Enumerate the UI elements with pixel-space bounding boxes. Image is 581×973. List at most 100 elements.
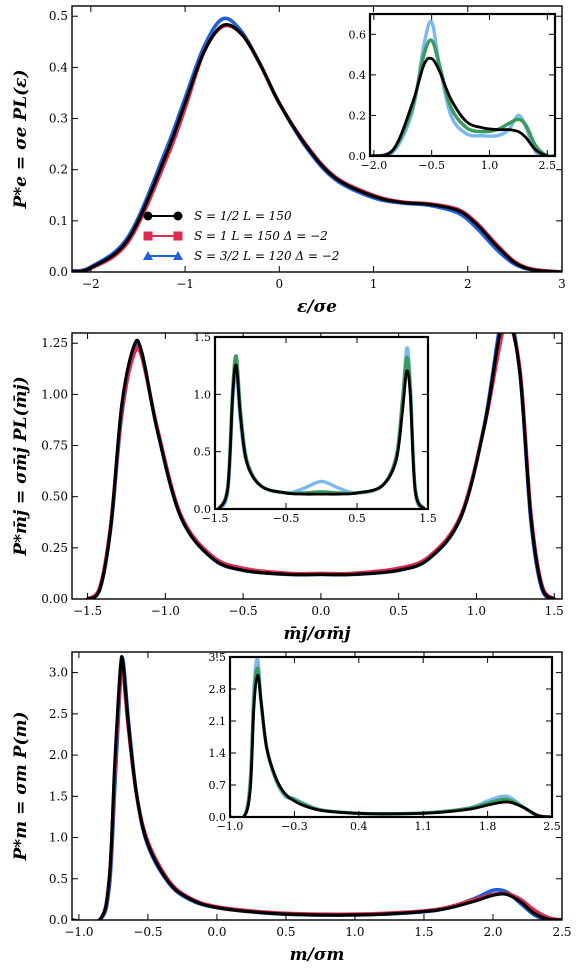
panel-x-tick-label: 1.0 (467, 604, 486, 618)
panel-frame (71, 651, 563, 921)
legend-circle-marker (173, 211, 183, 221)
inset-y-tick-label: 0.6 (349, 28, 367, 41)
legend-label: S = 3/2 L = 120 Δ = −2 (194, 249, 339, 263)
y-axis-label: P*m̄j = σm̄j PL(m̄j) (11, 376, 31, 556)
panel-series-group (72, 16, 562, 272)
panel-x-tick-label: 0.0 (207, 925, 226, 939)
inset-x-tick-label: 1.8 (479, 820, 497, 833)
panel-y-tick-label: 2.0 (49, 748, 68, 762)
panel-frame (71, 332, 563, 600)
panel-y-tick-label: 2.5 (49, 707, 68, 721)
inset-frame (228, 655, 554, 819)
panel-y-tick-label: 0.5 (49, 872, 68, 886)
panel-x-tick-label: 1.5 (414, 925, 433, 939)
panel-frame (71, 5, 563, 273)
inset-2: −1.5 −0.5 0.5 1.5 0.0 0.5 1.0 1.5 (194, 331, 437, 525)
inset-1: −2.0 −0.5 1.0 2.5 0.0 0.2 0.4 0.6 (349, 12, 557, 172)
panel-y-tick-label: 0.00 (41, 592, 68, 606)
legend-triangle-marker (143, 251, 153, 260)
inset-y-tick-label: 1.0 (194, 388, 212, 401)
panel-1: −2 −1 0 1 2 3 0.0 0.1 0.2 0.3 0.4 0.5 ε/σe P*e = σe P… (11, 5, 566, 317)
panel-y-tick-label: 0.25 (41, 541, 68, 555)
panel-y-tick-label: 0.0 (49, 265, 68, 279)
inset-y-tick-label: 3.5 (209, 651, 227, 664)
inset-background (215, 337, 428, 509)
panel-x-tick-label: 0.5 (276, 925, 295, 939)
panel-y-tick-label: 0.5 (49, 9, 68, 23)
panel-y-tick-label: 0.1 (49, 214, 68, 228)
legend: S = 1/2 L = 150 S = 1 L = 150 Δ = −2 S = 3… (143, 209, 339, 263)
panel-series-line-3 (72, 655, 562, 920)
inset-x-tick-label: −1.5 (202, 512, 229, 525)
y-axis-label: P*m = σm P(m) (11, 711, 31, 861)
inset-frame (368, 12, 557, 158)
panel-y-tick-label: 3.0 (49, 666, 68, 680)
panel-x-tick-label: −1.5 (73, 604, 102, 618)
panel-x-tick-label: 2.0 (483, 925, 502, 939)
inset-series-group (230, 657, 552, 817)
inset-x-tick-label: 0.4 (350, 820, 368, 833)
inset-series-line-2 (216, 354, 427, 509)
panel-y-tick-label: 0.50 (41, 490, 68, 504)
panel-series-group (72, 655, 562, 920)
inset-y-tick-label: 0.0 (209, 811, 227, 824)
inset-background (230, 657, 552, 817)
inset-y-tick-label: 0.0 (194, 503, 212, 516)
panel-x-tick-label: −1 (176, 277, 194, 291)
panel-y-tick-label: 0.75 (41, 439, 68, 453)
inset-x-tick-label: −1.0 (217, 820, 244, 833)
inset-y-tick-label: 0.2 (349, 109, 367, 122)
panel-y-tick-label: 1.25 (41, 336, 68, 350)
panel-x-tick-label: −0.5 (133, 925, 162, 939)
panel-x-tick-label: 1 (370, 277, 378, 291)
panel-y-tick-label: 0.3 (49, 112, 68, 126)
panel-y-tick-label: 0.2 (49, 163, 68, 177)
x-axis-label: m̄j/σm̄j (283, 624, 351, 644)
legend-square-marker (173, 231, 183, 241)
inset-x-tick-label: −0.5 (418, 159, 445, 172)
panel-x-tick-label: 0 (275, 277, 283, 291)
panel-y-tick-label: 1.5 (49, 789, 68, 803)
legend-label: S = 1 L = 150 Δ = −2 (194, 229, 328, 243)
panel-x-tick-label: −1.0 (64, 925, 93, 939)
inset-frame (213, 335, 430, 511)
panel-2: −1.5 −1.0 −0.5 0.0 0.5 1.0 1.5 0.00 0.25 0.50 0.75… (11, 332, 564, 644)
panel-y-tick-label: 1.00 (41, 387, 68, 401)
panel-x-tick-label: −1.0 (151, 604, 180, 618)
panel-x-tick-label: 0.5 (389, 604, 408, 618)
inset-series-line-3 (230, 673, 552, 817)
panel-series-line-3 (72, 23, 562, 272)
inset-y-tick-label: 0.4 (349, 69, 367, 82)
inset-series-group (370, 19, 555, 156)
panel-x-tick-label: 1.5 (545, 604, 564, 618)
panel-x-tick-label: 1.0 (345, 925, 364, 939)
inset-y-tick-label: 0.7 (209, 779, 227, 792)
inset-series-line-3 (217, 363, 426, 509)
x-axis-label: m/σm (290, 945, 345, 965)
inset-y-tick-label: 1.5 (194, 331, 212, 344)
inset-y-tick-label: 2.1 (209, 715, 227, 728)
inset-x-tick-label: −0.3 (281, 820, 308, 833)
legend-triangle-marker (173, 251, 183, 260)
panel-3: −1.0 −0.5 0.0 0.5 1.0 1.5 2.0 2.5 0.0 0.5 1.0 1.5 2.… (11, 651, 572, 965)
inset-y-tick-label: 0.5 (194, 446, 212, 459)
inset-x-tick-label: −0.5 (273, 512, 300, 525)
inset-y-tick-label: 2.8 (209, 683, 227, 696)
panel-y-tick-label: 0.0 (49, 913, 68, 927)
inset-x-tick-label: 1.1 (414, 820, 432, 833)
y-axis-label: P*e = σe PL(ε) (11, 70, 31, 210)
panel-x-tick-label: −2 (82, 277, 100, 291)
inset-x-tick-label: 2.5 (543, 820, 561, 833)
panel-x-tick-label: 2 (464, 277, 472, 291)
inset-y-tick-label: 1.4 (209, 747, 227, 760)
inset-series-line-3 (370, 56, 555, 156)
inset-y-tick-label: 0.0 (349, 150, 367, 163)
panel-series-line-3 (85, 333, 556, 599)
inset-series-group (216, 346, 427, 509)
panel-x-tick-label: 2.5 (552, 925, 571, 939)
legend-label: S = 1/2 L = 150 (194, 209, 292, 223)
inset-3: −1.0 −0.3 0.4 1.1 1.8 2.5 0.0 0.7 1.4 2.1 2.8 3.5 (209, 651, 561, 833)
legend-square-marker (143, 231, 153, 241)
inset-x-tick-label: 1.0 (481, 159, 499, 172)
